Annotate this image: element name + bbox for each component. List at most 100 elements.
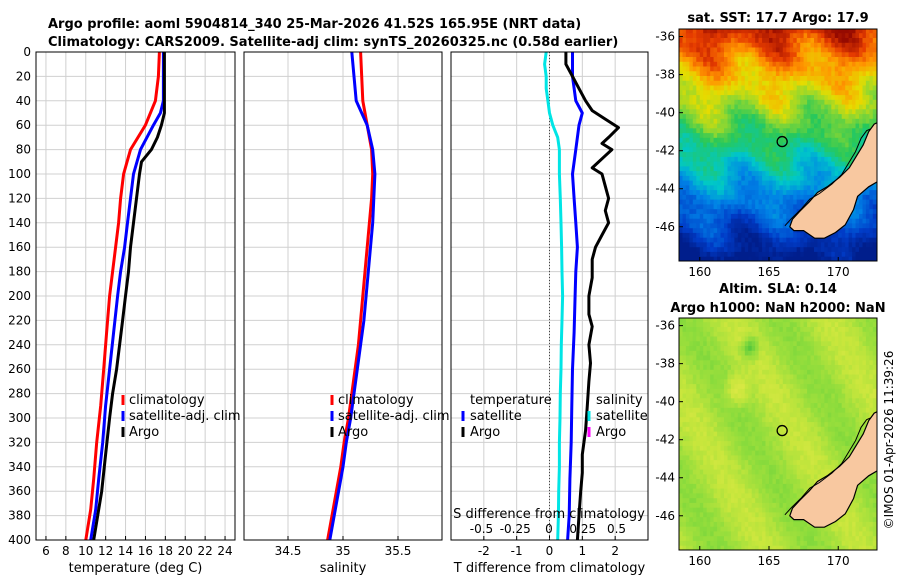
sst-map-panel: 160 165 170 -36 -38 -40 -42 -44 -46	[655, 28, 878, 279]
temperature-legend-label: satellite-adj. clim	[129, 409, 241, 424]
salinity-legend-label: climatology	[338, 393, 414, 408]
temperature-xtick-label: 20	[178, 544, 193, 558]
difference-series	[543, 52, 620, 540]
diff-top-tick-label: -0.25	[500, 522, 531, 536]
diff-top-tick-label: 0.25	[569, 522, 596, 536]
diff-legend-left-item: satellite	[470, 409, 522, 424]
diff-top-tick-label: 0	[545, 522, 553, 536]
figure-title-line2: Climatology: CARS2009. Satellite-adj cli…	[48, 35, 618, 50]
sla_map-frame	[678, 317, 878, 551]
temperature-line-climatology	[84, 52, 161, 540]
sla-map-title-line2: Argo h1000: NaN h2000: NaN	[670, 301, 885, 316]
salinity-xlabel: salinity	[320, 561, 367, 576]
sst_map-profile-marker	[776, 135, 788, 148]
salinity-xtick-label: 35.5	[385, 544, 412, 558]
depth-tick-label: 260	[8, 362, 31, 376]
difference-xtick-label: 2	[611, 544, 619, 558]
depth-tick-label: 160	[8, 240, 31, 254]
diff-legend-right-title: salinity	[596, 393, 643, 408]
temperature-xtick-label: 6	[42, 544, 50, 558]
depth-tick-label: 400	[8, 533, 31, 547]
sla_map-ytick-label: -36	[655, 319, 675, 333]
difference-xtick-label: 0	[546, 544, 554, 558]
difference-xlabel: T difference from climatology	[453, 561, 646, 576]
temperature-panel: 6 8 10 12 14 16 18 20 22 240204060801001201401601…	[8, 45, 241, 576]
sla_map-ytick-label: -46	[655, 509, 675, 523]
temperature-frame	[35, 51, 236, 541]
salinity-xtick-label: 34.5	[275, 544, 302, 558]
salinity-panel: 34.5 35 35.5 salinity climatologysatellite-a…	[243, 51, 450, 576]
depth-tick-label: 240	[8, 338, 31, 352]
difference-frame	[450, 51, 649, 541]
temperature-xlabel: temperature (deg C)	[69, 561, 203, 576]
sst_map-cells	[679, 29, 877, 261]
temperature-legend-label: Argo	[129, 425, 159, 440]
depth-tick-label: 40	[16, 94, 31, 108]
sla_map-ytick-label: -44	[655, 471, 675, 485]
diff-legend-right-item: satellite	[596, 409, 648, 424]
temperature-line-argo	[92, 52, 166, 540]
difference-xtick-label: -2	[478, 544, 490, 558]
sla-map-panel: 160 165 170 -36 -38 -40 -42 -44 -46	[655, 317, 878, 568]
sla_map-contour	[784, 417, 872, 516]
difference-line-temperature-argo	[564, 52, 620, 540]
difference-panel: -2 -1 0 1 2 T difference from climatology temp…	[450, 51, 649, 576]
depth-tick-label: 380	[8, 509, 31, 523]
depth-tick-label: 320	[8, 435, 31, 449]
figure-title-line1: Argo profile: aoml 5904814_340 25-Mar-20…	[48, 17, 581, 32]
temperature-xtick-label: 10	[78, 544, 93, 558]
temperature-xtick-label: 18	[158, 544, 173, 558]
sla_map-ytick-label: -42	[655, 433, 675, 447]
depth-tick-label: 80	[16, 143, 31, 157]
salinity-legend-label: satellite-adj. clim	[338, 409, 450, 424]
depth-tick-label: 200	[8, 289, 31, 303]
sla_map-xtick-label: 165	[758, 554, 781, 568]
temperature-line-satellite-adj-clim	[89, 52, 165, 540]
sla_map-ytick-label: -38	[655, 357, 675, 371]
sst_map-ytick-label: -46	[655, 220, 675, 234]
sla-map-title-line1: Altim. SLA: 0.14	[719, 282, 837, 297]
depth-tick-label: 120	[8, 191, 31, 205]
sst_map-ytick-label: -38	[655, 68, 675, 82]
sst-map-title: sat. SST: 17.7 Argo: 17.9	[687, 11, 868, 26]
diff-legend-left-item: Argo	[470, 425, 500, 440]
temperature-legend-label: climatology	[129, 393, 205, 408]
salinity-xtick-label: 35	[335, 544, 350, 558]
temperature-xtick-label: 16	[138, 544, 153, 558]
sst_map-frame	[678, 28, 878, 262]
depth-tick-label: 100	[8, 167, 31, 181]
diff-top-axis-label: S difference from climatology	[453, 507, 645, 522]
sst_map-xtick-label: 165	[758, 265, 781, 279]
temperature-xtick-label: 24	[217, 544, 232, 558]
sla_map-xtick-label: 170	[827, 554, 850, 568]
sst_map-land	[789, 122, 877, 239]
sla_map-cells	[679, 318, 877, 550]
depth-tick-label: 280	[8, 387, 31, 401]
sla_map-land	[789, 411, 877, 528]
salinity-line-satellite-adj-clim	[328, 52, 377, 540]
salinity-series	[326, 52, 377, 540]
sst_map-ytick-label: -36	[655, 30, 675, 44]
sst_map-ytick-label: -44	[655, 182, 675, 196]
sla_map-ytick-label: -40	[655, 395, 675, 409]
sst_map-ytick-label: -42	[655, 144, 675, 158]
sst_map-contour	[784, 128, 872, 227]
temperature-xtick-label: 14	[118, 544, 133, 558]
sst_map-xtick-label: 170	[827, 265, 850, 279]
depth-tick-label: 340	[8, 460, 31, 474]
salinity-legend-label: Argo	[338, 425, 368, 440]
difference-line-temperature-satellite	[566, 52, 584, 540]
sla_map-xtick-label: 160	[688, 554, 711, 568]
salinity-frame	[243, 51, 443, 541]
depth-tick-label: 220	[8, 313, 31, 327]
temperature-xtick-label: 8	[62, 544, 70, 558]
depth-tick-label: 60	[16, 118, 31, 132]
diff-top-tick-label: -0.5	[470, 522, 493, 536]
sst_map-xtick-label: 160	[688, 265, 711, 279]
temperature-xtick-label: 22	[198, 544, 213, 558]
difference-xtick-label: -1	[511, 544, 523, 558]
diff-legend-left-title: temperature	[470, 393, 552, 408]
depth-tick-label: 20	[16, 69, 31, 83]
difference-xtick-label: 1	[579, 544, 587, 558]
